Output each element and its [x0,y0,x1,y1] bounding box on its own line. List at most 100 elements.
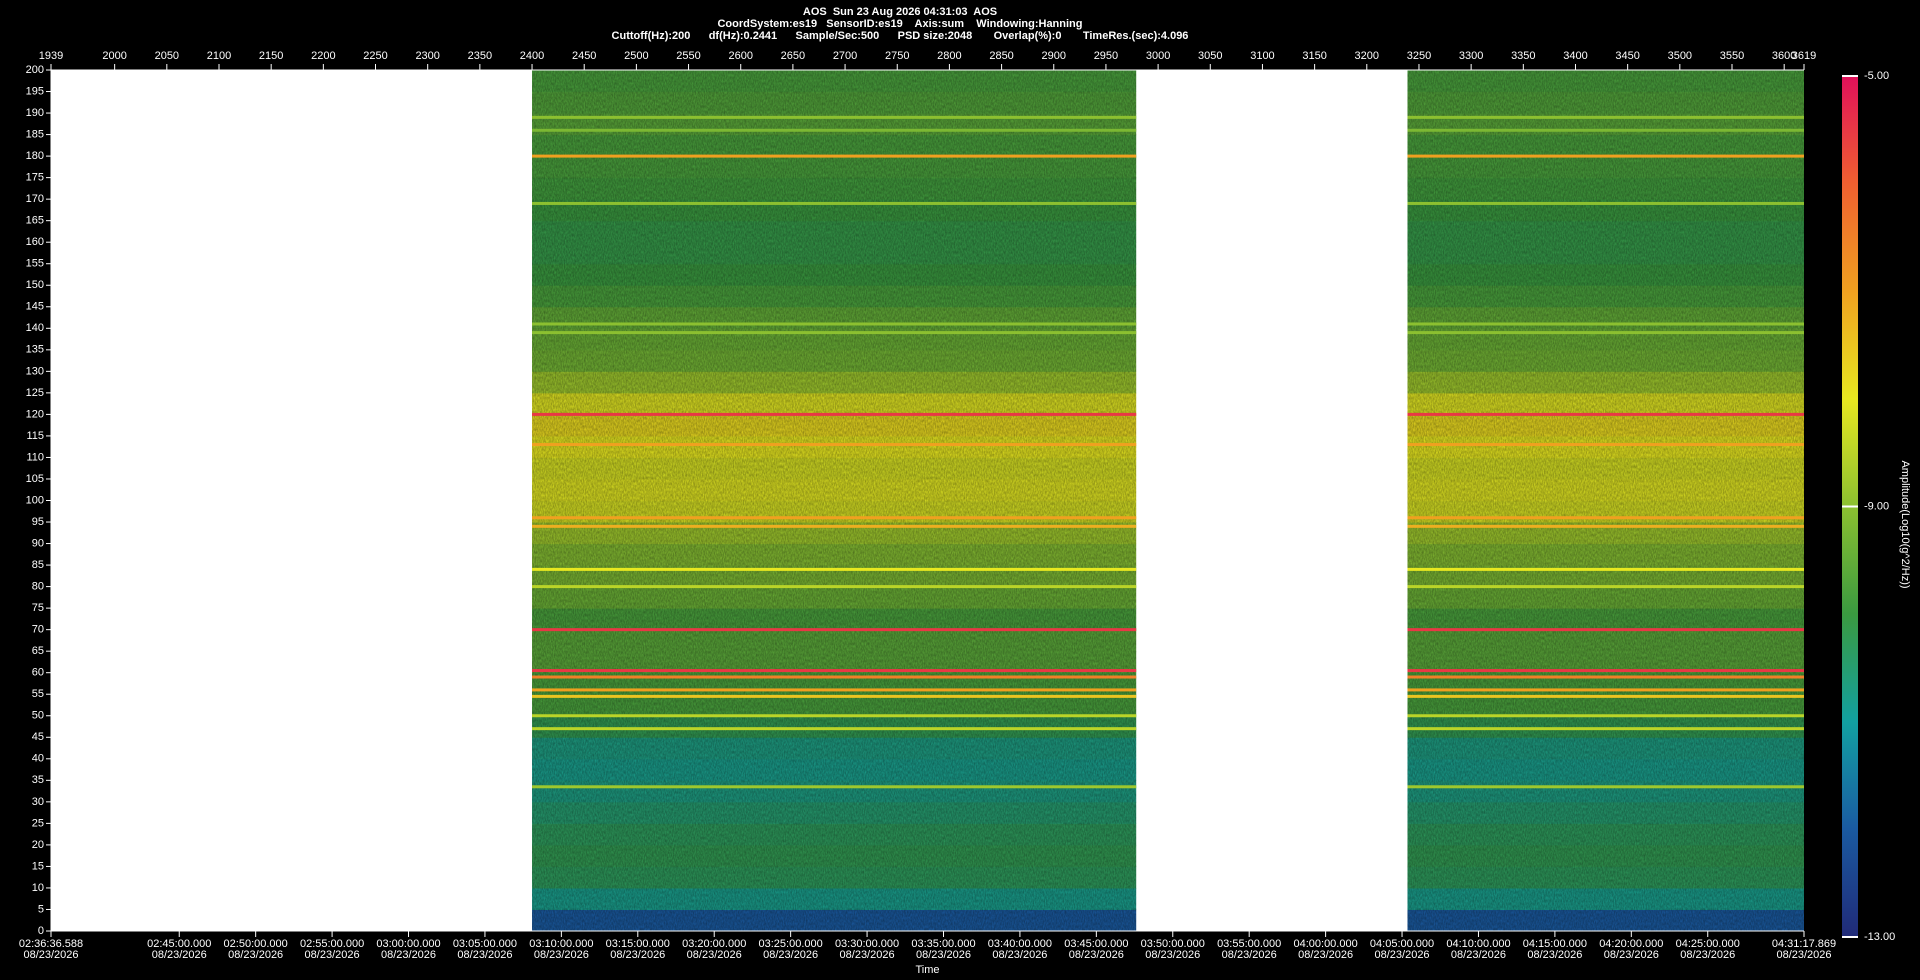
time-tick-date: 08/23/2026 [1145,949,1200,961]
tonal-line [1407,524,1804,528]
time-tick-label: 03:40:00.000 [988,938,1052,950]
tonal-line [1407,322,1804,326]
y-tick-label: 80 [32,581,44,593]
tonal-line [1407,694,1804,698]
y-tick-label: 195 [26,85,44,97]
y-tick-label: 125 [26,387,44,399]
top-tick-label: 2950 [1094,50,1118,62]
top-tick-label: 2000 [102,50,126,62]
x-axis-label: Time [915,964,939,976]
tonal-line [532,669,1137,673]
y-tick-label: 160 [26,236,44,248]
y-tick-label: 25 [32,817,44,829]
header-line: Cuttoff(Hz):200 df(Hz):0.2441 Sample/Sec… [612,30,1189,42]
tonal-line [532,128,1137,132]
time-tick-label: 04:20:00.000 [1599,938,1663,950]
time-tick-label: 03:00:00.000 [376,938,440,950]
y-tick-label: 150 [26,279,44,291]
y-tick-label: 165 [26,215,44,227]
tonal-line [1407,154,1804,158]
tonal-line [1407,785,1804,789]
top-tick-label: 2600 [728,50,752,62]
top-tick-label: 2200 [311,50,335,62]
top-tick-label: 2500 [624,50,648,62]
time-tick-label: 03:20:00.000 [682,938,746,950]
y-tick-label: 190 [26,107,44,119]
top-tick-label: 3000 [1146,50,1170,62]
time-tick-date: 08/23/2026 [457,949,512,961]
tonal-line [532,516,1137,520]
top-tick-label: 3200 [1355,50,1379,62]
time-tick-label: 03:25:00.000 [759,938,823,950]
top-tick-label: 3619 [1792,50,1816,62]
top-tick-label: 2350 [468,50,492,62]
y-tick-label: 130 [26,365,44,377]
time-tick-date: 08/23/2026 [1527,949,1582,961]
y-tick-label: 95 [32,516,44,528]
tonal-line [1407,688,1804,692]
time-tick-date: 08/23/2026 [1451,949,1506,961]
tonal-line [532,412,1137,416]
y-tick-label: 200 [26,64,44,76]
tonal-line [1407,115,1804,119]
tonal-line [532,201,1137,205]
time-tick-label: 03:45:00.000 [1064,938,1128,950]
top-tick-label: 3050 [1198,50,1222,62]
time-tick-date: 08/23/2026 [1680,949,1735,961]
y-tick-label: 10 [32,882,44,894]
time-tick-date: 08/23/2026 [381,949,436,961]
time-tick-label: 03:50:00.000 [1141,938,1205,950]
y-tick-label: 85 [32,559,44,571]
time-tick-label: 03:55:00.000 [1217,938,1281,950]
time-tick-date: 08/23/2026 [534,949,589,961]
top-tick-label: 3150 [1302,50,1326,62]
tonal-line [532,694,1137,698]
y-tick-label: 120 [26,408,44,420]
top-tick-label: 2850 [989,50,1013,62]
time-tick-label: 02:50:00.000 [224,938,288,950]
y-tick-label: 0 [38,925,44,937]
y-tick-label: 105 [26,473,44,485]
top-tick-label: 2550 [676,50,700,62]
header-line: AOS Sun 23 Aug 2026 04:31:03 AOS [803,6,997,18]
time-tick-label: 04:25:00.000 [1676,938,1740,950]
top-tick-label: 3550 [1720,50,1744,62]
tonal-line [1407,412,1804,416]
y-tick-label: 65 [32,645,44,657]
y-tick-label: 70 [32,624,44,636]
tonal-line [532,688,1137,692]
y-tick-label: 50 [32,710,44,722]
colorbar-tick-label: -13.00 [1864,931,1895,943]
time-tick-label: 02:45:00.000 [147,938,211,950]
y-tick-label: 45 [32,731,44,743]
tonal-line [1407,585,1804,589]
tonal-line [532,675,1137,679]
top-tick-label: 2900 [1042,50,1066,62]
tonal-line [532,115,1137,119]
y-tick-label: 75 [32,602,44,614]
noise-texture [532,70,1137,931]
top-tick-label: 2750 [885,50,909,62]
top-tick-label: 3100 [1250,50,1274,62]
tonal-line [532,628,1137,632]
tonal-line [1407,628,1804,632]
time-tick-label: 04:10:00.000 [1446,938,1510,950]
top-tick-label: 3250 [1407,50,1431,62]
time-tick-label: 02:36:36.588 [19,938,83,950]
top-tick-label: 3600 [1772,50,1796,62]
y-tick-label: 140 [26,322,44,334]
top-tick-label: 3300 [1459,50,1483,62]
time-tick-label: 03:05:00.000 [453,938,517,950]
time-tick-date: 08/23/2026 [1604,949,1659,961]
time-tick-date: 08/23/2026 [687,949,742,961]
y-tick-label: 155 [26,258,44,270]
y-tick-label: 40 [32,753,44,765]
top-tick-label: 2050 [155,50,179,62]
tonal-line [1407,669,1804,673]
y-tick-label: 15 [32,860,44,872]
time-tick-label: 03:35:00.000 [911,938,975,950]
colorbar-tick-label: -9.00 [1864,500,1889,512]
top-tick-label: 2650 [781,50,805,62]
tonal-line [1407,128,1804,132]
